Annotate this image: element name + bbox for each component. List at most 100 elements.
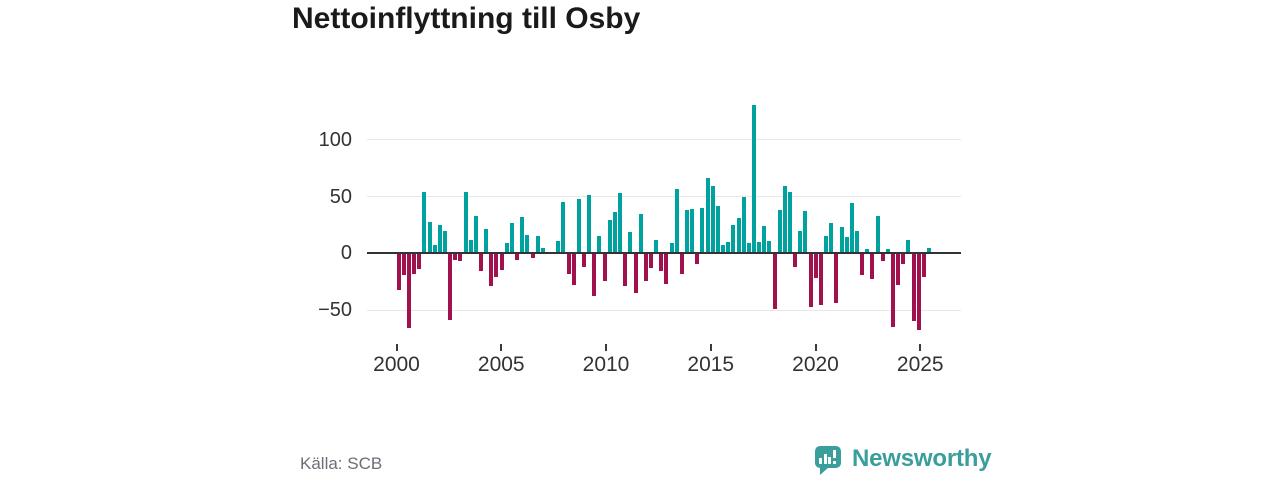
- bar-2009Q1: [582, 253, 586, 267]
- x-tick-2015: [709, 344, 712, 351]
- bar-2020Q4: [824, 236, 829, 254]
- bar-2000Q2: [401, 253, 406, 275]
- bar-2017Q2: [751, 104, 756, 254]
- bar-2012Q1: [643, 253, 648, 281]
- bar-2013Q4: [679, 253, 684, 274]
- bar-2020Q3: [818, 253, 823, 306]
- x-axis-label-2000: 2000: [373, 353, 420, 376]
- bar-2024Q2: [896, 253, 901, 286]
- bar-2008Q3: [571, 253, 576, 286]
- bar-2025Q4: [927, 247, 932, 254]
- source-caption: Källa: SCB: [300, 454, 383, 473]
- bar-2009Q2: [587, 195, 592, 254]
- bar-2019Q4: [803, 211, 808, 254]
- bar-2023Q2: [875, 215, 880, 254]
- bar-2010Q3: [612, 212, 617, 254]
- bar-2002Q3: [448, 253, 453, 321]
- bar-2022Q4: [865, 248, 870, 254]
- bar-2017Q4: [762, 226, 767, 254]
- bar-2004Q4: [494, 253, 499, 278]
- bar-2010Q2: [607, 220, 612, 254]
- bar-2015Q1: [705, 178, 710, 254]
- bar-2007Q1: [540, 247, 545, 254]
- logo-chart-bar-3: [828, 457, 831, 464]
- bar-2011Q4: [638, 213, 643, 254]
- bar-2017Q3: [757, 241, 762, 254]
- bar-2023Q1: [870, 253, 875, 280]
- logo-exclamation-dot: [832, 461, 836, 464]
- bar-2001Q3: [427, 221, 432, 254]
- gridline-50: [367, 196, 961, 198]
- bar-2018Q2: [772, 253, 777, 309]
- y-axis-label-0: 0: [340, 242, 352, 265]
- bar-2002Q1: [437, 224, 442, 254]
- bar-2000Q1: [396, 253, 401, 290]
- bar-2005Q1: [499, 253, 504, 271]
- speech-bubble-tail-icon: [820, 467, 829, 475]
- bar-2021Q1: [829, 222, 834, 254]
- bar-2001Q1: [417, 253, 422, 270]
- bar-2017Q1: [746, 243, 751, 254]
- bar-2015Q2: [710, 186, 715, 254]
- x-tick-2025: [919, 344, 922, 351]
- bar-2006Q2: [525, 235, 530, 254]
- bar-2005Q2: [504, 243, 509, 254]
- bar-2022Q3: [860, 253, 865, 275]
- x-tick-2020: [814, 344, 817, 351]
- bar-2012Q2: [648, 253, 653, 269]
- bar-2015Q3: [715, 205, 720, 254]
- bar-2008Q1: [561, 202, 566, 254]
- bar-2003Q1: [458, 253, 463, 262]
- bar-2021Q3: [839, 227, 844, 254]
- gridline-100: [367, 139, 961, 141]
- y-axis-label-50: 50: [329, 185, 352, 208]
- x-tick-2010: [605, 344, 607, 351]
- bar-2022Q1: [849, 203, 854, 254]
- y-axis-label-100: 100: [318, 128, 352, 151]
- x-tick-2005: [500, 344, 503, 351]
- x-axis-label-2015: 2015: [687, 353, 735, 376]
- x-axis-label-2005: 2005: [477, 353, 525, 376]
- bar-2000Q4: [412, 253, 417, 274]
- bar-2015Q4: [721, 245, 726, 254]
- zero-axis-line: [367, 252, 961, 255]
- y-axis-label--50: −50: [318, 299, 352, 321]
- bar-2021Q4: [844, 237, 849, 254]
- bar-2011Q3: [633, 253, 638, 293]
- bar-2019Q2: [793, 253, 798, 267]
- bar-2018Q4: [782, 186, 787, 254]
- bar-2025Q1: [911, 253, 916, 322]
- bar-2004Q2: [484, 229, 489, 254]
- bar-2009Q4: [597, 236, 602, 254]
- bar-2004Q1: [479, 253, 483, 272]
- bar-2006Q3: [530, 253, 535, 258]
- bar-2010Q4: [618, 193, 623, 254]
- bar-2003Q2: [463, 192, 468, 254]
- bar-2018Q1: [767, 240, 772, 254]
- bar-2019Q3: [798, 230, 803, 254]
- bar-2020Q2: [813, 253, 818, 279]
- logo-wordmark: Newsworthy: [852, 445, 992, 472]
- bar-2021Q2: [834, 253, 839, 304]
- bar-2002Q4: [453, 253, 458, 261]
- bar-chart-speech-bubble-icon: [815, 446, 841, 468]
- chart-title: Nettoinflyttning till Osby: [292, 2, 641, 35]
- bar-2010Q1: [602, 253, 607, 281]
- bar-2008Q4: [576, 198, 581, 254]
- bar-2003Q4: [473, 215, 478, 254]
- bar-2025Q2: [916, 253, 921, 331]
- bar-2014Q2: [690, 209, 695, 254]
- bar-2003Q3: [468, 239, 473, 254]
- bar-2006Q1: [520, 217, 525, 254]
- bar-2007Q4: [556, 240, 561, 254]
- logo-chart-bar-2: [823, 454, 827, 464]
- bar-2013Q3: [674, 188, 679, 254]
- bar-2014Q4: [700, 207, 705, 254]
- bar-2014Q3: [695, 253, 700, 264]
- x-axis-label-2025: 2025: [896, 353, 944, 376]
- bar-2016Q4: [741, 196, 746, 254]
- bar-2019Q1: [788, 192, 792, 254]
- bar-2023Q3: [880, 253, 885, 262]
- bar-2014Q1: [685, 210, 689, 254]
